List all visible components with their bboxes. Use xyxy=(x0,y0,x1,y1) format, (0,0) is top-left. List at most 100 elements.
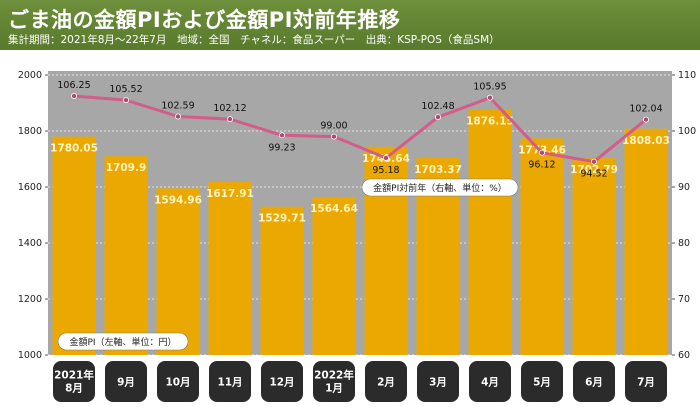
bar xyxy=(156,188,200,355)
left-tick-label: 1600 xyxy=(18,182,42,193)
line-series: 106.25 105.52 102.59 102.12 99.23 99.00 95.18 1… xyxy=(57,80,662,180)
category-box xyxy=(261,361,303,402)
line-path xyxy=(73,94,647,164)
grid-lines xyxy=(45,74,675,356)
line-value-label: 102.04 xyxy=(629,104,662,115)
right-tick-label: 110 xyxy=(678,70,696,81)
category-label: 10月 xyxy=(165,377,190,389)
right-tick-label: 90 xyxy=(678,182,690,193)
right-axis: 60 70 80 90 100 110 xyxy=(678,70,696,361)
bar xyxy=(624,128,668,355)
bar-value-label: 1780.05 xyxy=(50,143,98,155)
left-tick-label: 1000 xyxy=(18,350,42,361)
line-point xyxy=(643,116,650,123)
left-tick-label: 1200 xyxy=(18,294,42,305)
category-label: 2021年 xyxy=(54,369,94,382)
right-tick-label: 100 xyxy=(678,126,696,137)
left-tick-label: 1800 xyxy=(18,126,42,137)
category-label: 1月 xyxy=(325,383,343,395)
category-label: 9月 xyxy=(117,377,135,389)
category-label: 5月 xyxy=(533,377,551,389)
line-point xyxy=(226,116,233,123)
line-point xyxy=(174,113,181,120)
chart-title: ごま油の金額PIおよび金額PI対前年推移 xyxy=(8,8,401,32)
category-box xyxy=(157,361,199,402)
category-label: 8月 xyxy=(65,383,83,395)
title-bar: ごま油の金額PIおよび金額PI対前年推移 集計期間：2021年8月～22年7月 … xyxy=(0,0,700,50)
chart-subtitle: 集計期間：2021年8月～22年7月 地域：全国 チャネル：食品スーパー 出典：… xyxy=(8,34,500,46)
legend-bar-label: 金額PI（左軸、単位：円） xyxy=(69,336,176,348)
line-value-label: 102.12 xyxy=(213,103,246,114)
line-value-label: 95.18 xyxy=(372,165,399,176)
bar-value-label: 1702.79 xyxy=(570,164,618,176)
line-value-label: 96.12 xyxy=(528,160,555,171)
legend-line-box xyxy=(361,178,519,197)
category-label: 6月 xyxy=(585,377,603,389)
line-value-label: 102.59 xyxy=(161,100,194,111)
line-point xyxy=(539,149,546,156)
left-tick-label: 2000 xyxy=(18,70,42,81)
line-value-label: 94.52 xyxy=(580,169,607,180)
line-point xyxy=(123,97,130,104)
bar xyxy=(468,109,512,355)
line-point xyxy=(71,93,78,100)
bar-value-label: 1594.96 xyxy=(154,194,202,206)
category-box xyxy=(469,361,511,402)
bar xyxy=(364,146,408,355)
legend-line-label: 金額PI対前年（右軸、単位：%） xyxy=(373,182,507,194)
category-box xyxy=(209,361,251,402)
legend-line: 金額PI対前年（右軸、単位：%） xyxy=(361,178,519,197)
category-label: 11月 xyxy=(217,377,242,389)
bar xyxy=(260,206,304,355)
right-tick-label: 80 xyxy=(678,238,690,249)
category-box xyxy=(53,361,95,402)
line-point xyxy=(591,158,598,165)
bar-value-label: 1617.91 xyxy=(206,188,254,200)
legend-bar: 金額PI（左軸、単位：円） xyxy=(57,332,189,351)
category-box xyxy=(625,361,667,402)
line-point xyxy=(434,114,441,121)
category-label: 7月 xyxy=(637,377,655,389)
bar-series: 1780.05 1709.9 1594.96 1617.91 1529.71 1564.6… xyxy=(50,109,670,355)
bar xyxy=(52,136,96,355)
bar-value-label: 1703.37 xyxy=(414,164,462,176)
right-tick-label: 60 xyxy=(678,350,690,361)
bar-value-label: 1709.9 xyxy=(106,162,147,174)
bar xyxy=(572,158,616,355)
line-value-label: 105.95 xyxy=(473,82,506,93)
line-point xyxy=(330,133,337,140)
category-box xyxy=(573,361,615,402)
line-value-label: 105.52 xyxy=(109,84,142,95)
category-box xyxy=(417,361,459,402)
line-point xyxy=(382,154,389,161)
line-point xyxy=(486,94,493,101)
category-box xyxy=(521,361,563,402)
line-value-label: 99.00 xyxy=(320,121,347,132)
bar-value-label: 1564.64 xyxy=(310,203,358,215)
category-label: 2月 xyxy=(377,377,395,389)
line-value-label: 99.23 xyxy=(268,142,295,153)
bar-value-label: 1529.71 xyxy=(258,213,306,225)
category-label: 4月 xyxy=(481,377,499,389)
category-box xyxy=(313,361,355,402)
bar-value-label: 1808.03 xyxy=(622,135,670,147)
line-value-label: 102.48 xyxy=(421,101,454,112)
bar xyxy=(312,196,356,355)
line-point xyxy=(278,132,285,139)
right-tick-label: 70 xyxy=(678,294,690,305)
bar xyxy=(208,181,252,355)
left-tick-label: 1400 xyxy=(18,238,42,249)
category-box xyxy=(105,361,147,402)
bar xyxy=(520,138,564,355)
category-box xyxy=(365,361,407,402)
left-axis: 1000 1200 1400 1600 1800 2000 xyxy=(18,70,42,361)
category-label: 2022年 xyxy=(314,369,354,382)
category-label: 12月 xyxy=(269,377,294,389)
plot-background xyxy=(48,71,672,355)
bar-value-label: 1876.15 xyxy=(466,116,514,128)
line-value-label: 106.25 xyxy=(57,80,90,91)
category-label: 3月 xyxy=(429,377,447,389)
